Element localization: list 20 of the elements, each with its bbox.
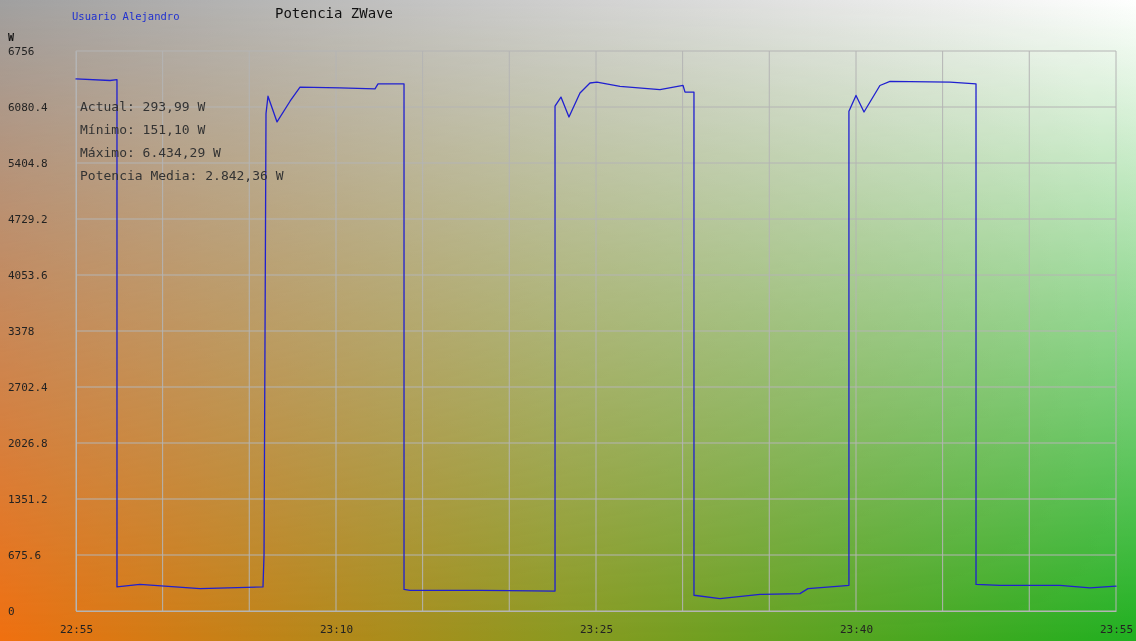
x-tick-label: 23:55 [1099,622,1134,636]
chart-title: Potencia ZWave [275,5,394,21]
y-tick-label: 2702.4 [8,381,49,395]
y-tick-label: 5404.8 [8,157,48,171]
y-tick-label: 6080.4 [8,101,49,115]
x-tick-label: 23:40 [839,622,874,636]
y-tick-label: 1351.2 [8,493,48,507]
x-tick-label: 23:25 [579,622,614,636]
y-tick-label: 6756 [8,45,35,59]
x-tick-label: 23:10 [319,622,354,636]
y-tick-label: 4729.2 [8,213,48,227]
y-axis-title: W [8,32,15,43]
x-tick-label: 22:55 [59,622,94,636]
line-series [75,78,1117,600]
y-tick-label: 2026.8 [8,437,48,451]
y-tick-label: 3378 [8,325,35,339]
y-tick-label: 4053.6 [8,269,48,283]
y-tick-label: 675.6 [8,549,42,563]
y-tick-label: 0 [8,605,15,619]
chart-subtitle: Usuario Alejandro [72,10,180,22]
